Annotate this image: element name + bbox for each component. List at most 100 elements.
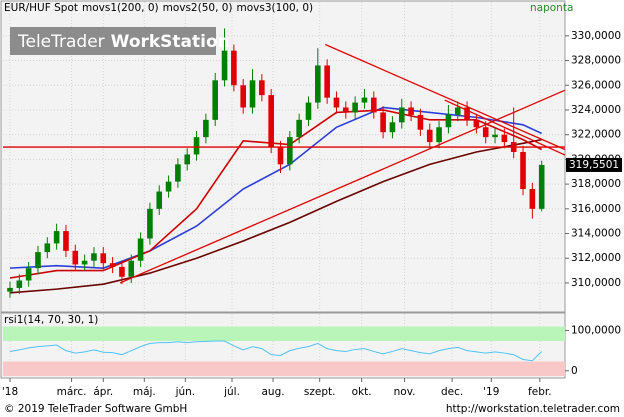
candle-body: [72, 250, 79, 265]
candle-body: [16, 280, 23, 288]
candle-body: [81, 260, 88, 265]
x-tick-label: okt.: [352, 386, 372, 398]
x-tick-label: febr.: [528, 386, 552, 398]
candle-body: [352, 102, 358, 113]
y-tick-label: 314,0000: [571, 228, 621, 240]
y-tick-label: 0: [571, 365, 578, 377]
rsi-band: [3, 326, 565, 341]
candle-body: [529, 189, 536, 209]
frequency: naponta: [530, 2, 573, 14]
candle-body: [240, 85, 246, 108]
candle-body: [156, 191, 163, 209]
rsi-line: [9, 340, 543, 362]
x-tick-label: máj.: [133, 386, 156, 398]
y-tick-label: 100,0000: [571, 325, 621, 337]
trendline: [325, 43, 566, 151]
y-tick-label: 330,0000: [571, 30, 621, 42]
y-tick-label: 326,0000: [571, 79, 621, 91]
candle-body: [538, 164, 545, 209]
legend-item: movs3(100, 0): [237, 2, 314, 14]
candle-body: [324, 65, 330, 98]
candle-body: [389, 122, 396, 133]
candle-body: [426, 129, 433, 143]
candle-body: [342, 107, 349, 113]
y-tick-label: 324,0000: [571, 104, 621, 116]
legend-item: movs2(50, 0): [163, 2, 233, 14]
url: http://workstation.teletrader.com: [446, 403, 620, 415]
rsi-band: [3, 361, 565, 376]
x-tick-label: aug.: [261, 386, 284, 398]
legend-item: movs1(200, 0): [82, 2, 159, 14]
candle-body: [184, 154, 191, 165]
y-tick-label: 320,0000: [571, 153, 621, 165]
candle-body: [501, 134, 508, 143]
marks-layer: [3, 28, 622, 362]
x-tick-label: márc.: [57, 386, 87, 398]
candle-body: [380, 112, 386, 133]
candle-body: [482, 127, 489, 138]
candle-body: [212, 80, 219, 120]
logo: TeleTrader WorkStation: [17, 32, 230, 52]
y-tick-label: 328,0000: [571, 55, 621, 67]
logo-box: [10, 27, 216, 55]
candle-body: [249, 80, 256, 108]
candle-body: [408, 107, 414, 115]
candle-body: [296, 119, 302, 138]
candle-body: [520, 151, 526, 190]
last-price-label: 319,5501: [569, 159, 619, 171]
candle-body: [7, 287, 13, 292]
trendline: [119, 89, 566, 284]
candle-body: [128, 260, 135, 277]
y-tick-label: 312,0000: [571, 252, 621, 264]
logo-bold: WorkStation: [111, 32, 230, 52]
candle-body: [53, 231, 60, 244]
candle-body: [454, 107, 461, 115]
candle-body: [109, 263, 116, 267]
rsi-title: rsi1(14, 70, 30, 1): [4, 314, 98, 326]
candle-body: [417, 114, 424, 130]
x-tick-label: szept.: [304, 386, 336, 398]
candle-body: [315, 65, 321, 103]
candle-body: [445, 114, 452, 128]
candle-body: [473, 119, 480, 128]
candle-body: [203, 119, 209, 138]
x-tick-label: '19: [483, 386, 499, 398]
candle-body: [436, 127, 442, 143]
copyright: © 2019 TeleTrader Software GmbH: [4, 403, 187, 415]
candle-body: [100, 253, 107, 264]
candle-body: [231, 50, 237, 86]
x-tick-label: nov.: [394, 386, 416, 398]
candle-body: [137, 238, 144, 261]
x-tick-label: jún.: [175, 386, 196, 398]
candle-body: [492, 134, 498, 138]
moving-average: [9, 138, 542, 294]
candle-body: [277, 147, 284, 165]
candle-body: [44, 243, 51, 253]
candle-body: [259, 80, 265, 96]
candle-body: [119, 266, 125, 277]
last-price-tag: [566, 157, 622, 172]
candle-body: [464, 107, 470, 120]
y-tick-label: 316,0000: [571, 203, 621, 215]
candle-body: [333, 97, 340, 108]
candle-body: [165, 181, 172, 192]
candle-body: [305, 102, 312, 120]
candle-body: [268, 95, 274, 148]
x-tick-label: dec.: [441, 386, 463, 398]
candle-body: [370, 97, 377, 113]
candle-body: [361, 97, 368, 103]
y-tick-label: 322,0000: [571, 129, 621, 141]
candle-body: [175, 164, 181, 182]
candle-body: [25, 268, 32, 281]
x-tick-label: júl.: [223, 386, 240, 398]
candle-body: [193, 137, 200, 155]
candle-body: [221, 50, 228, 81]
trendline: [444, 99, 566, 156]
logo-main: TeleTrader: [17, 32, 105, 52]
legend-item: EUR/HUF Spot: [4, 2, 78, 14]
y-tick-label: 318,0000: [571, 178, 621, 190]
y-tick-label: 310,0000: [571, 277, 621, 289]
